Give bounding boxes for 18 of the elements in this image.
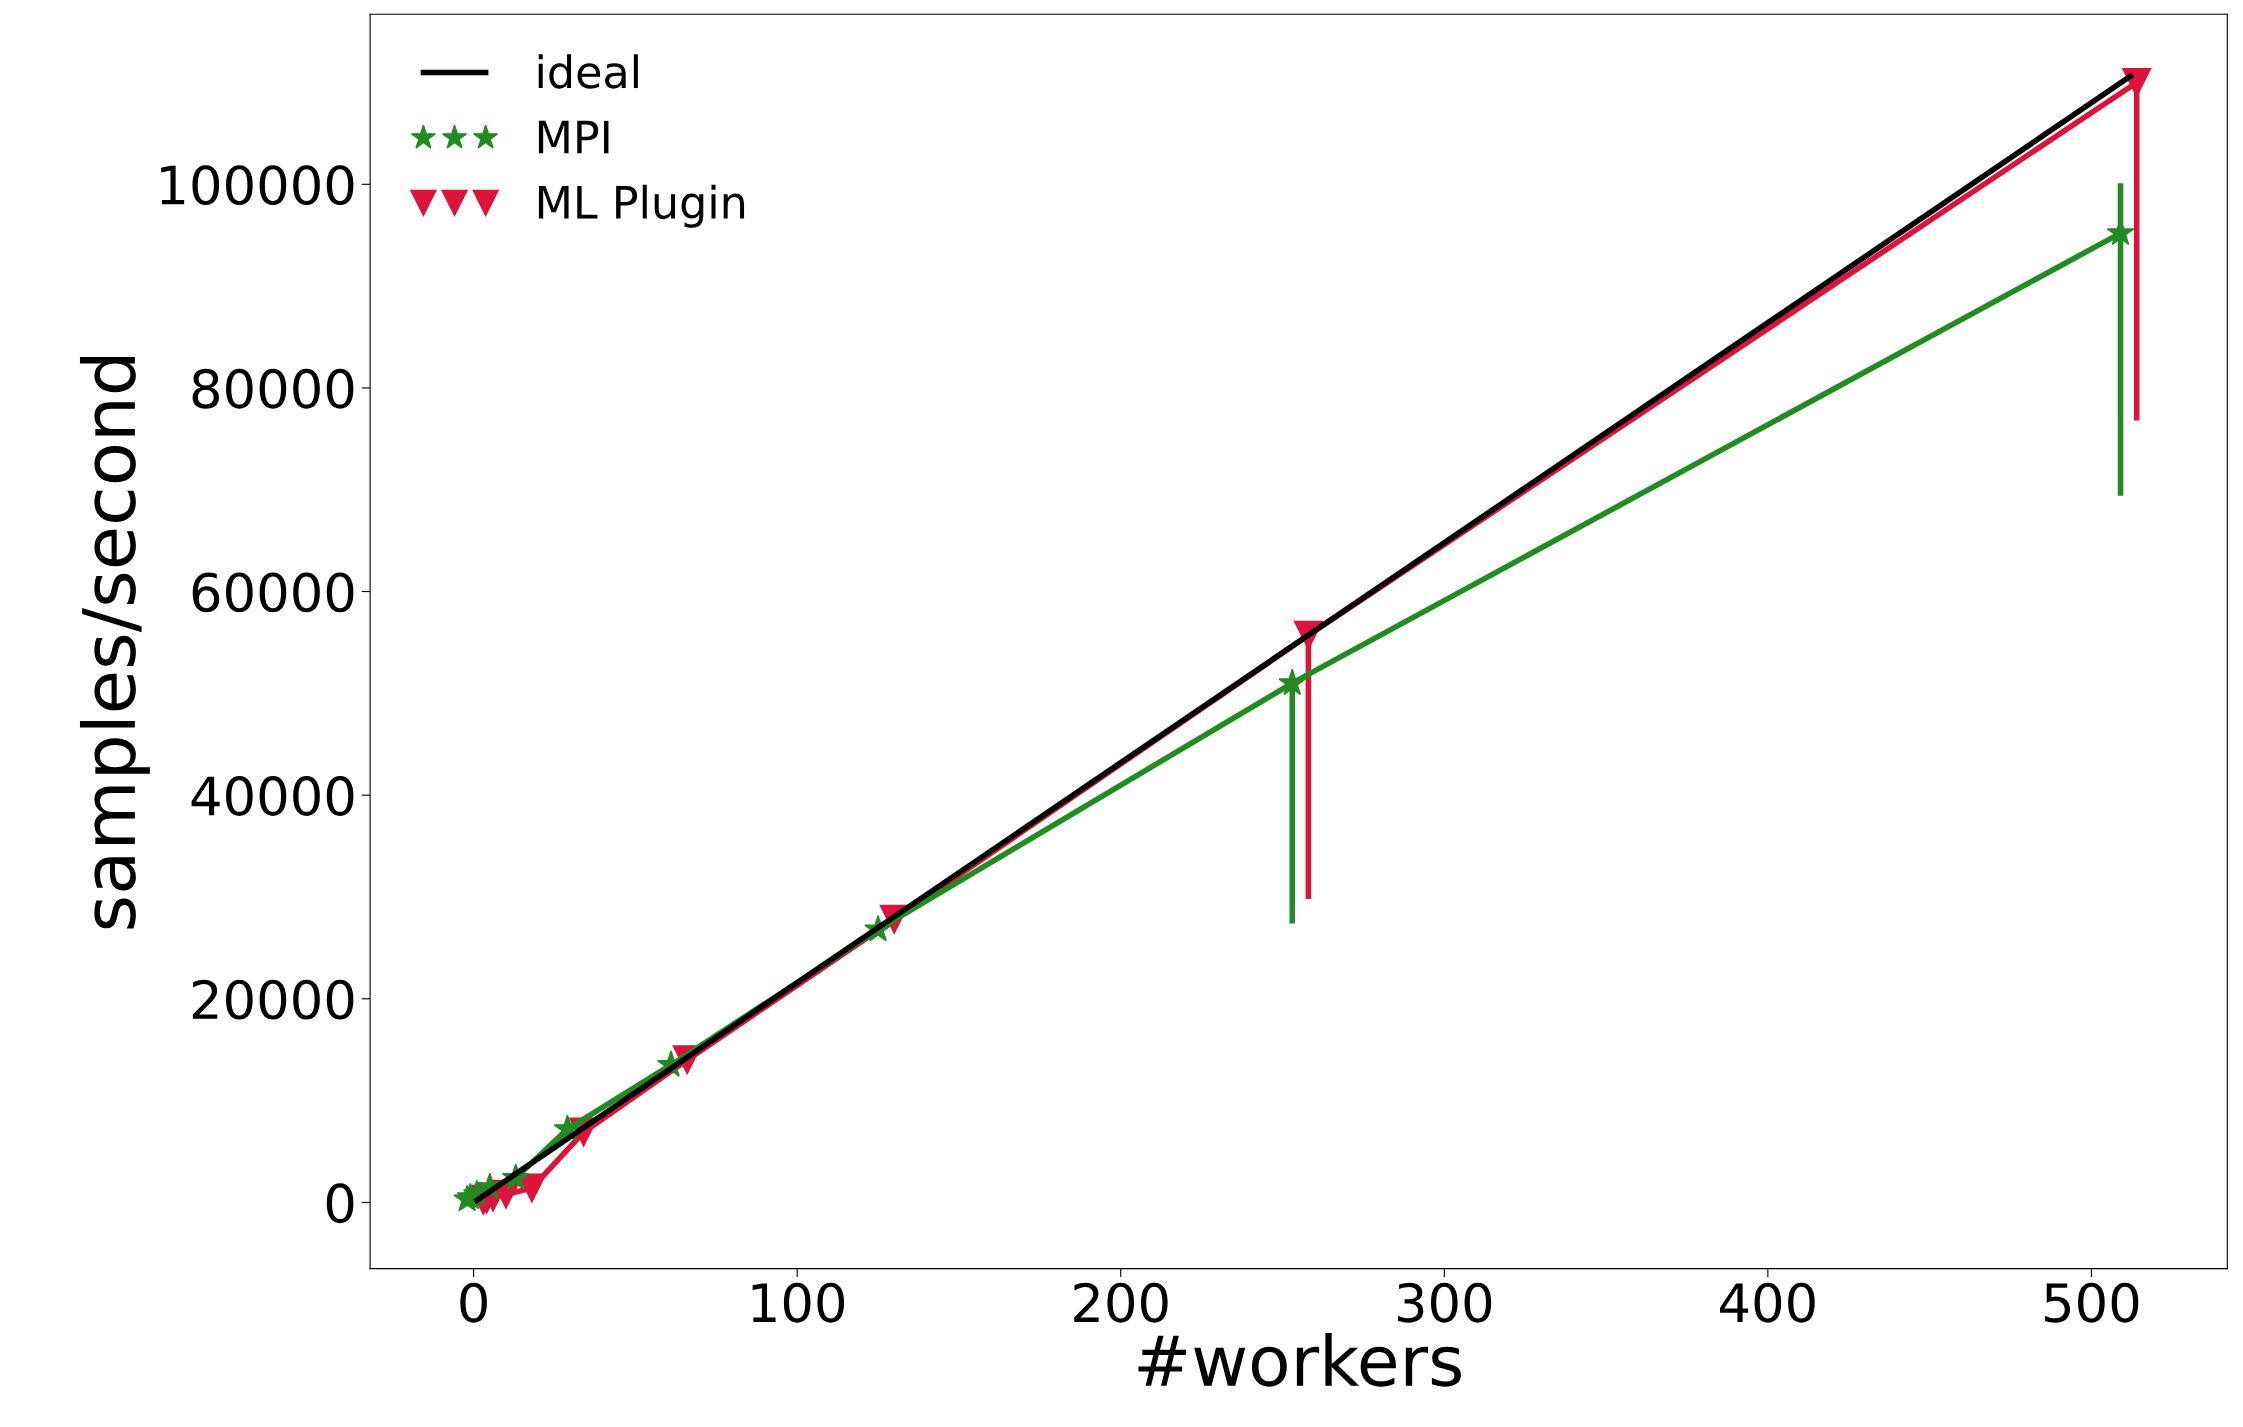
x-tick-label: 0 [460, 1282, 487, 1323]
y-tick-label: 40000 [191, 776, 354, 816]
point [1278, 668, 1307, 696]
y-axis-title: samples/second [79, 356, 150, 929]
legend-label: ideal [538, 54, 638, 89]
y-tick-label: 80000 [192, 368, 354, 409]
y-tick-label: 20000 [192, 979, 354, 1020]
x-tick-label: 200 [1074, 1282, 1168, 1323]
x-tick-label: 500 [2045, 1282, 2139, 1323]
x-axis-title: #workers [1138, 1332, 1461, 1387]
x-tick-label: 400 [1720, 1282, 1815, 1323]
x-tick-label: 100 [752, 1282, 845, 1323]
x-tick-label: 300 [1397, 1282, 1492, 1323]
y-tick-label: 0 [326, 1183, 354, 1224]
legend-label: MPI [538, 120, 609, 154]
y-tick-label: 60000 [192, 572, 354, 613]
y-tick-label: 100000 [161, 165, 354, 206]
legend-label: ML Plugin [538, 184, 745, 228]
